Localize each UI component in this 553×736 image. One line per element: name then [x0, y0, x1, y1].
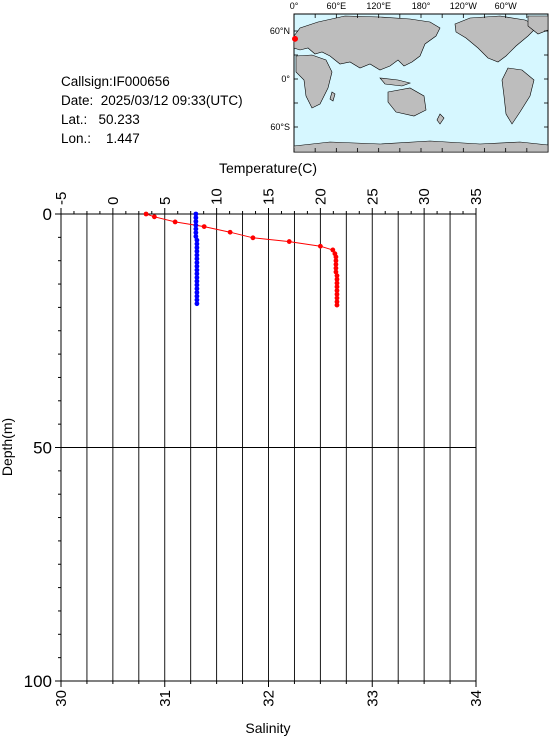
map-lon-label: 120°W — [450, 1, 478, 11]
temperature-profile-line — [145, 213, 338, 306]
land-newzealand — [436, 113, 445, 125]
salinity-point — [194, 260, 200, 265]
map-lon-label: 60°W — [495, 1, 518, 11]
map-lat-label: 60°N — [270, 26, 290, 36]
depth-tick-label: 0 — [43, 205, 52, 224]
salinity-tick-label: 33 — [364, 690, 381, 707]
temperature-point — [227, 229, 233, 235]
plot-frame — [60, 213, 477, 682]
temperature-point — [334, 291, 340, 297]
salinity-point — [194, 252, 200, 258]
map-lon-label: 0° — [290, 1, 299, 11]
temperature-point — [333, 254, 339, 260]
temperature-point — [250, 235, 256, 241]
latitude-text: Lat.: 50.233 — [61, 112, 140, 127]
temperature-point — [334, 302, 340, 308]
salinity-point — [194, 290, 200, 295]
temperature-tick-label: 30 — [416, 188, 433, 205]
salinity-point — [194, 241, 200, 247]
temperature-point — [334, 276, 340, 282]
salinity-point — [194, 237, 200, 243]
temperature-point — [333, 265, 339, 271]
salinity-point — [193, 226, 199, 232]
salinity-profile-line — [195, 214, 198, 304]
map-lon-label: 120°E — [366, 1, 391, 11]
salinity-point — [194, 248, 200, 254]
temperature-point — [334, 280, 340, 286]
salinity-point — [194, 245, 200, 251]
temperature-point — [334, 299, 340, 305]
float-position-marker — [292, 35, 299, 42]
temperature-point — [151, 214, 157, 220]
temperature-point — [286, 239, 292, 244]
longitude-text: Lon.: 1.447 — [61, 131, 140, 146]
salinity-point — [194, 271, 200, 277]
salinity-tick-label: 31 — [157, 690, 174, 707]
depth-tick-label: 50 — [33, 439, 52, 458]
salinity-point — [194, 267, 200, 273]
salinity-point — [193, 234, 199, 239]
temperature-point — [201, 224, 207, 230]
temperature-point — [333, 258, 339, 264]
temperature-point — [330, 247, 336, 253]
temperature-tick-label: 10 — [209, 188, 226, 205]
temperature-point — [333, 262, 339, 267]
land-north-america — [454, 15, 539, 63]
land-australia — [387, 87, 427, 117]
temperature-point — [334, 288, 340, 293]
salinity-tick-label: 30 — [53, 690, 70, 707]
land-eurasia — [293, 15, 441, 71]
temperature-tick-label: 35 — [468, 188, 485, 205]
salinity-point — [194, 275, 200, 280]
land-greenland — [527, 15, 549, 35]
land-madagascar — [329, 91, 336, 102]
land-africa — [295, 54, 333, 109]
temperature-point — [334, 273, 340, 279]
temperature-tick-label: -5 — [53, 192, 70, 205]
temperature-point — [332, 251, 338, 257]
temperature-point — [143, 211, 149, 217]
salinity-point — [194, 278, 200, 284]
map-land — [293, 15, 549, 153]
salinity-point — [194, 263, 200, 269]
y-axis-title: Depth(m) — [0, 418, 15, 476]
land-south-america — [501, 67, 535, 125]
depth-tick-label: 100 — [24, 672, 52, 691]
temperature-tick-label: 15 — [261, 188, 278, 205]
temperature-point — [334, 295, 340, 301]
callsign-text: Callsign:IF000656 — [61, 74, 170, 89]
salinity-point — [193, 219, 199, 224]
world-map: 0° 60°E 120°E 180° 120°W 60°W 60°N 0° 60°S — [270, 1, 549, 153]
temperature-point — [334, 284, 340, 290]
map-frame-ticks — [293, 14, 548, 152]
salinity-point — [193, 230, 199, 236]
x-axis-top-title: Temperature(C) — [219, 160, 317, 176]
salinity-point — [193, 211, 199, 217]
land-indonesia — [379, 77, 412, 87]
temperature-tick-label: 0 — [105, 197, 122, 205]
salinity-point — [194, 293, 200, 299]
salinity-tick-label: 34 — [468, 690, 485, 707]
temperature-tick-label: 25 — [364, 188, 381, 205]
date-text: Date: 2025/03/12 09:33(UTC) — [61, 93, 243, 108]
salinity-point — [194, 297, 200, 303]
map-lat-label: 0° — [281, 74, 290, 84]
salinity-point — [194, 282, 200, 288]
map-lon-label: 180° — [412, 1, 431, 11]
float-info: Callsign:IF000656 Date: 2025/03/12 09:33… — [61, 72, 243, 148]
salinity-point — [193, 215, 199, 221]
temperature-point — [172, 219, 178, 225]
salinity-point — [194, 301, 200, 307]
salinity-point — [194, 286, 200, 292]
salinity-point — [193, 222, 199, 228]
salinity-point — [194, 256, 200, 262]
map-lat-label: 60°S — [270, 122, 290, 132]
temperature-point — [333, 269, 339, 275]
x-axis-bottom-title: Salinity — [245, 720, 290, 736]
temperature-tick-label: 20 — [312, 188, 329, 205]
temperature-point — [317, 243, 323, 249]
temperature-tick-label: 5 — [157, 197, 174, 205]
map-lon-label: 60°E — [327, 1, 347, 11]
salinity-tick-label: 32 — [261, 690, 278, 707]
